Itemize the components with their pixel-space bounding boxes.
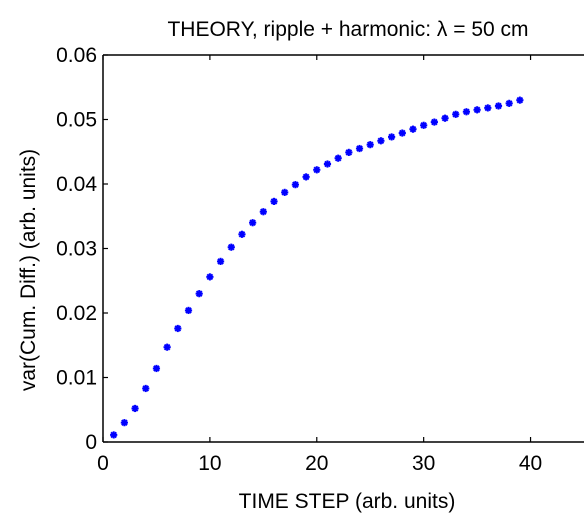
data-point: [345, 148, 353, 156]
data-point: [398, 129, 406, 137]
data-point: [270, 197, 278, 206]
data-point: [302, 173, 310, 181]
data-point: [131, 404, 139, 413]
y-tick-label: 0.03: [56, 238, 97, 261]
y-tick-label: 0.04: [56, 173, 97, 196]
data-point: [452, 110, 460, 118]
data-point: [377, 137, 385, 145]
data-point: [227, 243, 235, 251]
x-tick-label: 20: [305, 452, 328, 475]
data-point: [441, 114, 449, 122]
x-ticks: 0 10 20 30 40: [97, 55, 542, 475]
x-tick-label: 10: [198, 452, 221, 475]
data-point: [163, 343, 171, 351]
data-points: [110, 96, 524, 439]
data-point: [120, 419, 128, 427]
data-point: [409, 125, 417, 133]
data-point: [473, 106, 481, 114]
y-tick-label: 0: [85, 431, 97, 454]
data-point: [174, 324, 182, 333]
y-tick-label: 0.02: [56, 302, 97, 325]
data-point: [420, 121, 428, 129]
data-point: [206, 273, 214, 281]
data-point: [281, 188, 289, 196]
data-point: [505, 99, 513, 107]
data-point: [388, 133, 396, 141]
data-point: [110, 431, 118, 439]
data-point: [484, 104, 492, 112]
data-point: [249, 219, 257, 227]
data-point: [323, 160, 332, 168]
axes-box: [102, 54, 584, 443]
data-point: [142, 384, 150, 393]
x-tick-label: 40: [519, 452, 542, 475]
data-point: [152, 364, 161, 373]
x-tick-label: 0: [97, 452, 109, 475]
data-point: [238, 230, 246, 238]
data-point: [366, 141, 374, 149]
data-point: [216, 257, 225, 265]
data-point: [516, 96, 524, 104]
x-axis-label: TIME STEP (arb. units): [239, 490, 456, 513]
y-tick-label: 0.06: [56, 44, 97, 67]
data-point: [355, 144, 364, 153]
y-tick-label: 0.01: [56, 367, 97, 390]
data-point: [462, 108, 471, 116]
data-point: [195, 290, 203, 298]
chart-title: THEORY, ripple + harmonic: λ = 50 cm: [167, 18, 528, 41]
data-point: [184, 306, 193, 315]
data-point: [430, 118, 438, 126]
data-point: [494, 102, 503, 110]
x-tick-label: 30: [412, 452, 435, 475]
data-point: [334, 154, 342, 162]
y-ticks: 0 0.01 0.02 0.03 0.04 0.05 0.06: [56, 44, 108, 454]
y-tick-label: 0.05: [56, 109, 97, 132]
data-point: [291, 181, 299, 189]
y-axis-label: var(Cum. Diff.) (arb. units): [17, 149, 40, 391]
data-point: [259, 208, 267, 216]
data-point: [313, 166, 321, 174]
